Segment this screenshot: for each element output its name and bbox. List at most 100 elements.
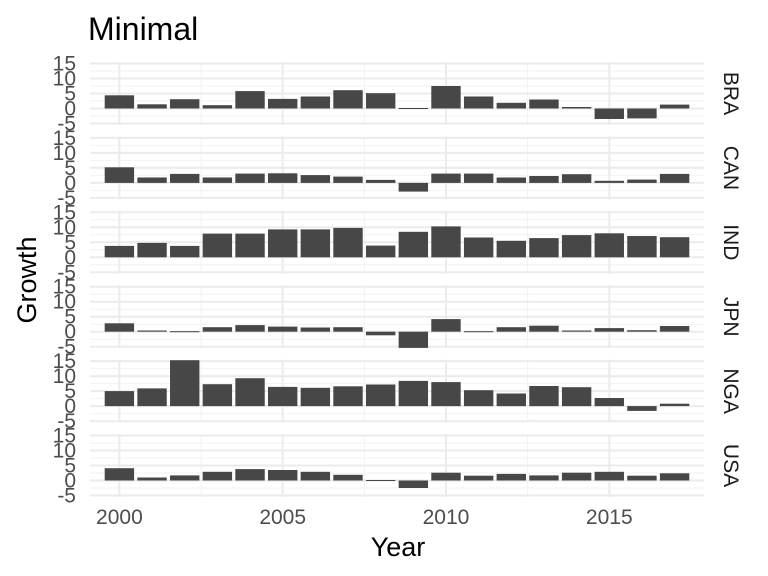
bar-bra-2006 [300, 96, 331, 109]
bar-can-2000 [104, 167, 135, 183]
bar-ind-2010 [431, 226, 461, 258]
bar-ind-2011 [463, 237, 494, 258]
bar-bra-2014 [561, 107, 592, 109]
bar-jpn-2002 [170, 331, 200, 333]
y-tick-label: 5 [64, 83, 76, 106]
bar-can-2016 [627, 179, 657, 183]
y-tick-label: 10 [53, 216, 76, 239]
y-tick-label: 15 [53, 276, 76, 299]
bar-usa-2017 [659, 473, 690, 481]
y-tick-label: 0 [64, 98, 76, 121]
bar-jpn-2000 [104, 323, 135, 332]
bar-nga-2011 [463, 390, 494, 407]
bar-can-2002 [170, 173, 200, 183]
bar-usa-2009 [398, 480, 429, 488]
bar-can-2003 [202, 177, 233, 183]
bar-jpn-2010 [431, 319, 461, 332]
bar-nga-2003 [202, 384, 233, 407]
facet-label-bra: BRA [719, 72, 742, 115]
bar-nga-2008 [365, 384, 396, 407]
bar-usa-2008 [365, 480, 396, 481]
y-tick-label: 15 [53, 53, 76, 76]
bar-jpn-2003 [202, 327, 233, 332]
y-tick-label: -5 [57, 410, 76, 433]
bar-usa-2000 [104, 468, 135, 481]
bar-jpn-2014 [561, 330, 592, 332]
facet-label-ind: IND [719, 224, 742, 260]
bar-can-2004 [235, 173, 265, 183]
bar-can-2006 [300, 175, 331, 183]
bar-bra-2001 [137, 104, 167, 109]
bar-bra-2011 [463, 96, 494, 109]
bar-bra-2012 [496, 102, 527, 109]
bar-nga-2000 [104, 391, 135, 407]
bar-ind-2012 [496, 240, 527, 258]
bar-ind-2015 [594, 233, 624, 258]
bar-can-2005 [267, 173, 298, 183]
bar-jpn-2004 [235, 325, 265, 332]
bar-jpn-2013 [529, 325, 559, 332]
x-tick-label: 2015 [586, 506, 633, 529]
bar-bra-2015 [594, 108, 624, 119]
bar-usa-2015 [594, 471, 624, 481]
bar-jpn-2001 [137, 330, 167, 332]
y-tick-label: 15 [53, 350, 76, 373]
bar-nga-2001 [137, 388, 167, 407]
bar-ind-2014 [561, 235, 592, 258]
bar-jpn-2006 [300, 327, 331, 332]
y-tick-label: 15 [53, 127, 76, 150]
y-tick-label: 0 [64, 470, 76, 493]
bar-usa-2016 [627, 475, 657, 481]
x-axis-title: Year [371, 532, 426, 562]
bar-can-2014 [561, 174, 592, 183]
y-tick-label: 0 [64, 395, 76, 418]
y-tick-label: -5 [57, 187, 76, 210]
bar-bra-2008 [365, 93, 396, 109]
bar-jpn-2008 [365, 331, 396, 336]
bar-jpn-2011 [463, 331, 494, 333]
y-tick-label: 0 [64, 321, 76, 344]
bar-can-2011 [463, 173, 494, 183]
facet-label-usa: USA [719, 444, 742, 487]
bar-bra-2007 [333, 90, 363, 109]
chart-title: Minimal [88, 11, 198, 47]
bar-jpn-2012 [496, 327, 527, 332]
y-tick-label: 5 [64, 306, 76, 329]
bar-nga-2007 [333, 386, 363, 407]
y-tick-label: 0 [64, 246, 76, 269]
y-axis-title: Growth [12, 236, 42, 323]
bar-ind-2008 [365, 245, 396, 258]
y-tick-label: 10 [53, 365, 76, 388]
y-tick-label: 15 [53, 425, 76, 448]
bar-jpn-2005 [267, 326, 298, 332]
y-tick-label: -5 [57, 261, 76, 284]
y-tick-label: 10 [53, 68, 76, 91]
bar-jpn-2017 [659, 326, 690, 332]
facet-label-nga: NGA [719, 368, 742, 414]
bar-bra-2009 [398, 108, 429, 109]
bar-ind-2002 [170, 245, 200, 258]
y-tick-label: 10 [53, 440, 76, 463]
x-tick-label: 2000 [96, 506, 143, 529]
facet-panels: -5051015BRA-5051015CAN-5051015IND-505101… [53, 53, 742, 508]
bar-can-2001 [137, 177, 167, 183]
bar-usa-2001 [137, 477, 167, 481]
bar-nga-2013 [529, 386, 559, 407]
bar-bra-2003 [202, 105, 233, 109]
bar-usa-2013 [529, 475, 559, 481]
y-tick-label: 15 [53, 201, 76, 224]
x-tick-label: 2005 [259, 506, 306, 529]
y-tick-label: -5 [57, 113, 76, 136]
x-axis-ticks: 2000 2005 2010 2015 [96, 506, 633, 529]
bar-can-2010 [431, 173, 461, 183]
bar-bra-2000 [104, 95, 135, 109]
y-tick-label: 5 [64, 380, 76, 403]
bar-usa-2003 [202, 471, 233, 481]
bar-can-2009 [398, 182, 429, 192]
bar-usa-2012 [496, 473, 527, 481]
